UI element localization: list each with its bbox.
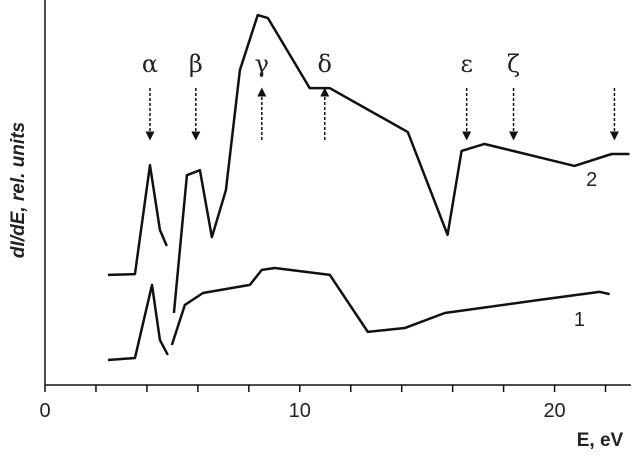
annotation-label: α [142, 50, 158, 78]
series-label: 1 [574, 309, 585, 331]
annotation-label: γ [255, 50, 269, 78]
annotation-label: ζ [507, 50, 520, 78]
x-axis-label: E, eV [577, 430, 624, 451]
y-axis-label: dI/dE, rel. units [8, 122, 29, 258]
line [107, 266, 610, 362]
annotation-label: β [189, 50, 203, 78]
series-label: 2 [586, 169, 597, 191]
x-tick-label: 20 [543, 400, 565, 422]
x-tick-label: 10 [289, 400, 311, 422]
annotation-label: δ [318, 50, 332, 78]
annotation-label: ε [460, 50, 472, 78]
line [107, 13, 630, 314]
x-tick-label: 0 [39, 400, 50, 422]
